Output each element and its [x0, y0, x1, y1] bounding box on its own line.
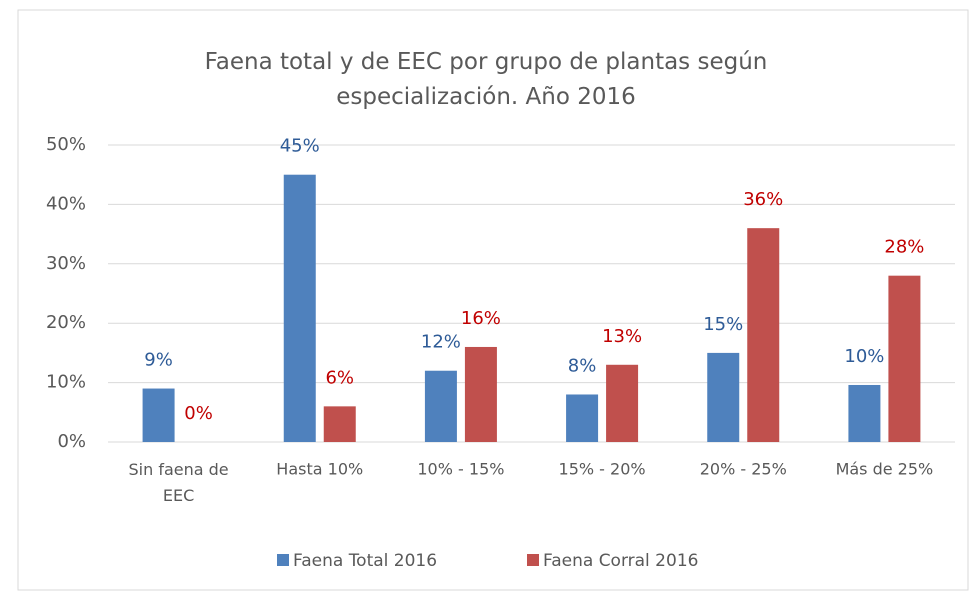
bar [464, 346, 497, 442]
data-label: 6% [325, 367, 354, 388]
bar [142, 388, 175, 442]
x-tick-label: Sin faena de EEC [129, 460, 229, 505]
x-tick-label: Más de 25% [836, 460, 934, 479]
bar [848, 384, 881, 442]
x-tick-label: 20% - 25% [700, 460, 787, 479]
data-label: 15% [703, 314, 743, 335]
x-tick-label: Hasta 10% [276, 460, 363, 479]
y-tick-label: 10% [46, 372, 86, 393]
y-tick-label: 40% [46, 193, 86, 214]
bar [566, 394, 599, 442]
x-tick-label: 15% - 20% [559, 460, 646, 479]
bar [747, 228, 780, 442]
bar [283, 174, 316, 442]
chart-title: Faena total y de EEC por grupo de planta… [205, 49, 768, 110]
data-label: 10% [844, 346, 884, 367]
y-tick-label: 50% [46, 134, 86, 155]
y-tick-label: 20% [46, 312, 86, 333]
legend-swatch [277, 554, 289, 566]
y-tick-label: 0% [57, 431, 86, 452]
data-label: 28% [884, 237, 924, 258]
bar [707, 352, 740, 442]
bar [323, 406, 356, 442]
bar [606, 364, 639, 442]
data-label: 13% [602, 326, 642, 347]
data-label: 0% [184, 403, 213, 424]
legend-label: Faena Total 2016 [293, 551, 437, 571]
data-label: 12% [421, 332, 461, 353]
data-label: 9% [144, 350, 173, 371]
chart-frame [17, 9, 969, 591]
data-label: 45% [280, 136, 320, 157]
bar [424, 370, 457, 442]
legend-swatch [527, 554, 539, 566]
data-label: 16% [461, 308, 501, 329]
x-tick-label: 10% - 15% [417, 460, 504, 479]
data-label: 8% [568, 355, 597, 376]
bar [888, 275, 921, 442]
y-tick-label: 30% [46, 253, 86, 274]
data-label: 36% [743, 189, 783, 210]
legend-label: Faena Corral 2016 [543, 551, 698, 571]
